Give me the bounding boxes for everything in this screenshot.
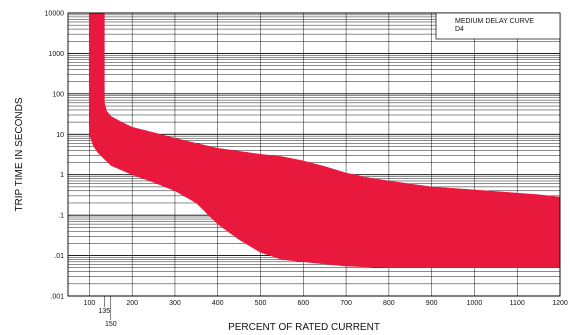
y-tick-label: 1000 <box>48 51 64 58</box>
y-tick-labels: .001 .01 .1 1 10 100 1000 10000 <box>45 11 65 301</box>
x-tick-label: 1200 <box>552 300 568 307</box>
plot-frame <box>67 12 561 297</box>
x-tick-label: 400 <box>212 300 224 307</box>
x-tick-label: 1000 <box>467 300 483 307</box>
y-tick-label: 1 <box>60 172 64 179</box>
x-marker-label: 135 <box>99 308 111 315</box>
x-tick-label: 200 <box>126 300 138 307</box>
y-tick-label: 10000 <box>45 11 65 18</box>
x-tick-labels: 100 200 300 400 500 600 700 800 900 1000 1100 1200 1… <box>84 296 568 328</box>
legend-frame <box>435 12 561 40</box>
x-tick-label: 500 <box>255 300 267 307</box>
y-tick-label: .1 <box>58 213 64 220</box>
x-tick-label: 700 <box>340 300 352 307</box>
legend-text-line: MEDIUM DELAY CURVE <box>455 18 534 25</box>
y-axis-title: TRIP TIME IN SECONDS <box>14 97 25 211</box>
plot-border <box>67 12 561 297</box>
x-tick-label: 600 <box>297 300 309 307</box>
x-tick-label: 300 <box>169 300 181 307</box>
x-tick-label: 1100 <box>510 300 525 307</box>
y-tick-label: .001 <box>50 294 64 301</box>
x-tick-label: 100 <box>84 300 96 307</box>
x-marker-label: 150 <box>105 321 117 328</box>
y-tick-label: 100 <box>52 91 64 98</box>
x-tick-label: 900 <box>426 300 438 307</box>
legend-text-line: D4 <box>455 26 464 33</box>
y-tick-label: 10 <box>56 132 64 139</box>
x-axis-title: PERCENT OF RATED CURRENT <box>228 322 380 333</box>
x-tick-label: 800 <box>383 300 395 307</box>
y-tick-label: .01 <box>54 253 64 260</box>
